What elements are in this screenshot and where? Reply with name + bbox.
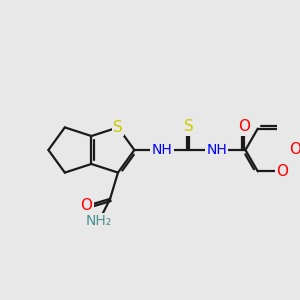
Text: S: S <box>184 119 194 134</box>
Text: O: O <box>289 142 300 158</box>
Text: S: S <box>113 120 123 135</box>
Text: O: O <box>238 119 250 134</box>
Text: NH: NH <box>152 143 172 157</box>
Text: NH: NH <box>206 143 227 157</box>
Text: O: O <box>80 199 92 214</box>
Text: NH₂: NH₂ <box>86 214 112 228</box>
Text: O: O <box>276 164 288 179</box>
